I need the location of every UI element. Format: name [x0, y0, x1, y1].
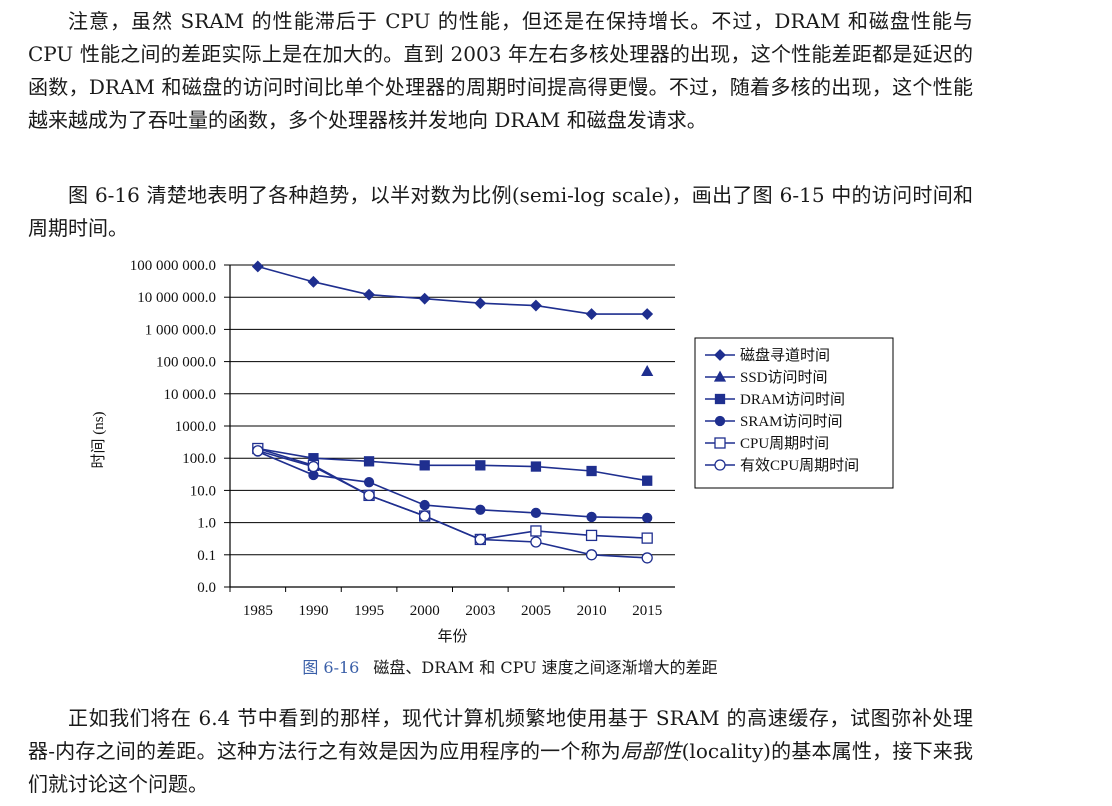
marker: [363, 456, 375, 467]
marker: [475, 504, 486, 515]
text: (locality)的基本属性，接下来我们就讨论这个问题。: [28, 739, 974, 796]
x-tick-label: 2015: [632, 603, 662, 619]
paragraph: 注意，虽然 SRAM 的性能滞后于 CPU 的性能，但还是在保持增长。不过，DR…: [28, 9, 973, 132]
marker: [474, 533, 486, 546]
x-tick-label: 2005: [521, 603, 551, 619]
x-tick-label: 1985: [243, 603, 273, 619]
y-tick-label: 10 000.0: [164, 387, 217, 403]
legend-label: CPU周期时间: [740, 435, 829, 452]
y-tick-label: 10.0: [190, 483, 216, 499]
legend-label: 磁盘寻道时间: [740, 346, 830, 364]
series-line: [257, 265, 648, 315]
marker: [714, 459, 726, 471]
marker: [251, 260, 264, 273]
series-line: [257, 447, 648, 482]
marker: [530, 507, 542, 519]
x-tick-label: 2010: [577, 603, 607, 619]
marker: [714, 349, 726, 361]
marker: [419, 510, 431, 522]
chart: 0.0 0.1 1.0 10.0 100.0 1000.0 10 000.0 100 000.…: [90, 258, 894, 645]
caption-text: 磁盘、DRAM 和 CPU 速度之间逐渐增大的差距: [373, 658, 718, 677]
series-line: [257, 450, 648, 519]
marker: [419, 499, 430, 511]
y-tick-label: 0.1: [197, 548, 216, 564]
x-tick-label: 1990: [298, 603, 328, 619]
paragraph: 图 6-16 清楚地表明了各种趋势，以半对数为比例(semi-log scale…: [28, 183, 973, 240]
marker: [586, 511, 597, 523]
y-tick-label: 1000.0: [175, 419, 216, 435]
marker: [530, 536, 542, 548]
marker: [363, 477, 375, 488]
marker: [641, 552, 653, 564]
y-tick-label: 1 000 000.0: [145, 322, 216, 338]
y-tick-label: 100 000 000.0: [130, 258, 216, 274]
text: 正如我们将在 6.4 节中看到的那样，现代计算机频繁地使用基于 SRAM 的高速…: [28, 706, 973, 763]
marker: [530, 461, 542, 472]
figure-caption: 图 6-16 磁盘、DRAM 和 CPU 速度之间逐渐增大的差距: [0, 654, 1020, 678]
marker: [307, 275, 320, 288]
legend-box: [694, 337, 894, 489]
marker: [585, 308, 598, 320]
marker: [363, 489, 375, 502]
marker: [530, 299, 542, 312]
y-tick-label: 1.0: [197, 516, 216, 532]
marker: [641, 532, 653, 544]
x-tick-label: 1995: [354, 603, 384, 619]
marker: [714, 415, 726, 427]
caption-number: 图 6-16: [302, 658, 360, 677]
series-line: [257, 450, 648, 559]
marker: [474, 297, 487, 310]
marker: [714, 393, 726, 405]
marker: [418, 292, 431, 305]
marker: [586, 465, 597, 477]
marker: [252, 445, 264, 457]
x-tick-label: 2000: [410, 603, 440, 619]
x-axis-title: 年份: [437, 628, 467, 645]
y-tick-label: 100 000.0: [156, 355, 216, 371]
emphasis: 局部性: [621, 739, 682, 763]
marker: [713, 370, 727, 382]
marker: [642, 512, 653, 524]
marker: [585, 549, 598, 561]
marker: [363, 288, 375, 301]
marker: [641, 308, 654, 320]
marker: [307, 460, 320, 473]
legend-label: SSD访问时间: [740, 369, 828, 386]
y-axis-title: 时间 (ns): [90, 411, 107, 468]
marker: [641, 364, 654, 376]
marker: [475, 460, 486, 471]
y-tick-label: 10 000 000.0: [137, 290, 216, 306]
marker: [642, 475, 653, 486]
marker: [714, 437, 726, 449]
legend-label: SRAM访问时间: [740, 413, 843, 430]
marker: [585, 529, 598, 542]
marker: [419, 460, 430, 471]
marker: [530, 525, 542, 537]
x-tick-label: 2003: [465, 603, 495, 619]
legend-label: 有效CPU周期时间: [740, 457, 859, 474]
legend-label: DRAM访问时间: [740, 391, 845, 408]
paragraph: 正如我们将在 6.4 节中看到的那样，现代计算机频繁地使用基于 SRAM 的高速…: [28, 702, 973, 801]
y-tick-label: 0.0: [197, 580, 216, 596]
y-tick-label: 100.0: [182, 451, 216, 467]
